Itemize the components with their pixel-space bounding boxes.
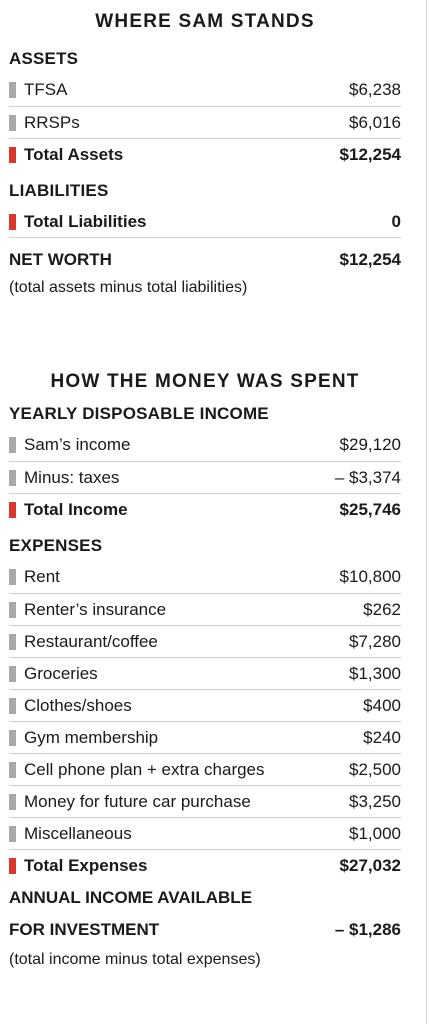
total-income-value: $25,746 <box>339 499 401 519</box>
expense-label: Miscellaneous <box>24 823 132 843</box>
expense-value: $2,500 <box>349 759 401 779</box>
asset-label: TFSA <box>24 80 68 99</box>
annual-income-row: FOR INVESTMENT – $1,286 <box>9 915 401 945</box>
total-expenses-row: Total Expenses $27,032 <box>9 849 401 881</box>
grey-marker-icon <box>9 437 16 453</box>
total-liabilities-value: 0 <box>391 211 401 231</box>
annual-income-line-1: ANNUAL INCOME AVAILABLE <box>9 883 401 913</box>
expense-label: Restaurant/coffee <box>24 631 158 651</box>
expense-value: $7,280 <box>349 631 401 651</box>
expense-value: $1,300 <box>349 663 401 683</box>
net-worth-note: (total assets minus total liabilities) <box>9 279 248 296</box>
grey-marker-icon <box>9 633 16 650</box>
expense-row: Renter’s insurance $262 <box>9 593 401 625</box>
total-assets-label: Total Assets <box>24 144 124 164</box>
expense-row: Miscellaneous $1,000 <box>9 817 401 849</box>
expense-row: Cell phone plan + extra charges $2,500 <box>9 753 401 785</box>
income-value: – $3,374 <box>334 467 401 487</box>
total-expenses-value: $27,032 <box>339 855 401 875</box>
column-rule <box>426 0 427 1024</box>
expense-value: $10,800 <box>339 567 401 586</box>
asset-row: TFSA $6,238 <box>9 74 401 106</box>
expense-row: Clothes/shoes $400 <box>9 689 401 721</box>
expense-row: Gym membership $240 <box>9 721 401 753</box>
income-value: $29,120 <box>339 435 401 454</box>
expense-value: $240 <box>363 727 401 747</box>
grey-marker-icon <box>9 469 16 486</box>
total-liabilities-row: Total Liabilities 0 <box>9 206 401 238</box>
income-label: Minus: taxes <box>24 467 120 487</box>
section-title-how-money-spent: HOW THE MONEY WAS SPENT <box>50 371 360 392</box>
grey-marker-icon <box>9 761 16 778</box>
net-worth-label: NET WORTH <box>9 250 112 269</box>
red-marker-icon <box>9 857 16 874</box>
expense-label: Money for future car purchase <box>24 791 251 811</box>
expense-row: Rent $10,800 <box>9 561 401 593</box>
income-row: Minus: taxes – $3,374 <box>9 461 401 493</box>
expense-label: Cell phone plan + extra charges <box>24 759 265 779</box>
expense-label: Gym membership <box>24 727 159 747</box>
total-income-row: Total Income $25,746 <box>9 493 401 525</box>
asset-label: RRSPs <box>24 112 80 132</box>
grey-marker-icon <box>9 114 16 131</box>
annual-income-label-2: FOR INVESTMENT <box>9 920 160 939</box>
annual-income-note: (total income minus total expenses) <box>9 951 261 968</box>
asset-value: $6,238 <box>349 80 401 99</box>
annual-income-label-1: ANNUAL INCOME AVAILABLE <box>9 888 253 907</box>
grey-marker-icon <box>9 665 16 682</box>
asset-row: RRSPs $6,016 <box>9 106 401 138</box>
expense-value: $262 <box>363 599 401 619</box>
income-heading: YEARLY DISPOSABLE INCOME <box>9 404 269 423</box>
expense-label: Groceries <box>24 663 98 683</box>
grey-marker-icon <box>9 82 16 98</box>
grey-marker-icon <box>9 569 16 585</box>
grey-marker-icon <box>9 729 16 746</box>
net-worth-value: $12,254 <box>339 250 401 269</box>
total-income-label: Total Income <box>24 499 128 519</box>
expenses-heading: EXPENSES <box>9 536 103 555</box>
assets-heading: ASSETS <box>9 49 79 68</box>
expense-label: Clothes/shoes <box>24 695 132 715</box>
net-worth-row: NET WORTH $12,254 <box>9 245 401 275</box>
grey-marker-icon <box>9 825 16 842</box>
grey-marker-icon <box>9 697 16 714</box>
red-marker-icon <box>9 146 16 163</box>
total-assets-value: $12,254 <box>339 144 401 164</box>
expense-row: Money for future car purchase $3,250 <box>9 785 401 817</box>
income-label: Sam’s income <box>24 435 131 454</box>
expense-row: Restaurant/coffee $7,280 <box>9 625 401 657</box>
total-assets-row: Total Assets $12,254 <box>9 138 401 170</box>
expense-label: Renter’s insurance <box>24 599 167 619</box>
grey-marker-icon <box>9 601 16 618</box>
annual-income-value: – $1,286 <box>334 920 401 939</box>
expense-row: Groceries $1,300 <box>9 657 401 689</box>
red-marker-icon <box>9 501 16 518</box>
income-row: Sam’s income $29,120 <box>9 429 401 461</box>
grey-marker-icon <box>9 793 16 810</box>
liabilities-heading: LIABILITIES <box>9 181 109 200</box>
total-expenses-label: Total Expenses <box>24 855 148 875</box>
red-marker-icon <box>9 213 16 230</box>
expense-value: $3,250 <box>349 791 401 811</box>
total-liabilities-label: Total Liabilities <box>24 211 147 231</box>
asset-value: $6,016 <box>349 112 401 132</box>
expense-label: Rent <box>24 567 60 586</box>
infographic: WHERE SAM STANDS ASSETS TFSA $6,238 RRSP… <box>9 0 401 973</box>
expense-value: $400 <box>363 695 401 715</box>
section-title-where-sam-stands: WHERE SAM STANDS <box>95 11 315 32</box>
expense-value: $1,000 <box>349 823 401 843</box>
